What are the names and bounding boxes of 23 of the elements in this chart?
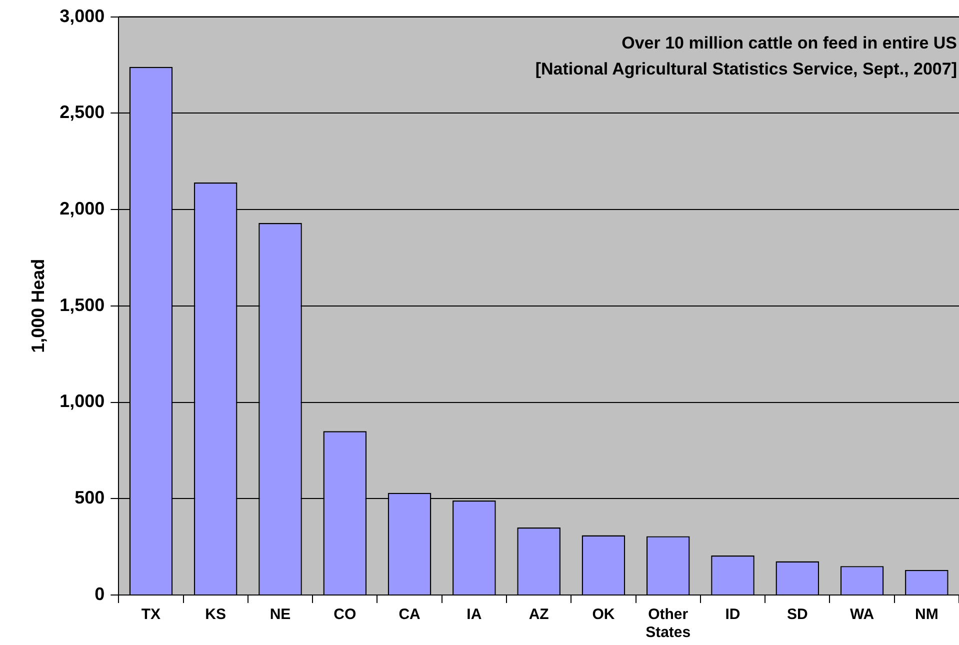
x-tick-label: OK: [592, 606, 615, 624]
x-tick-label: CA: [398, 606, 421, 624]
x-tick-label: WA: [850, 606, 874, 624]
x-tick-label: KS: [205, 606, 226, 624]
x-tick-label: NE: [270, 606, 291, 624]
annotation: Over 10 million cattle on feed in entire US: [622, 33, 957, 52]
x-tick-label: Other States: [646, 606, 691, 642]
x-tick-label: AZ: [528, 606, 549, 624]
x-tick-label: ID: [725, 606, 740, 624]
y-tick-label: 0: [94, 584, 105, 604]
annotation: [National Agricultural Statistics Service, Sept., 2007]: [535, 59, 957, 78]
y-tick-label: 2,500: [60, 102, 105, 122]
x-tick-label: IA: [466, 606, 482, 624]
x-tick-label: CO: [334, 606, 356, 624]
x-tick-label: SD: [786, 606, 808, 624]
y-tick-label: 3,000: [60, 6, 105, 26]
y-tick-label: 1,000: [60, 391, 105, 412]
y-tick-label: 2,000: [60, 198, 105, 218]
y-tick-label: 500: [74, 488, 105, 508]
x-tick-label: NM: [915, 606, 938, 624]
y-axis-title: 1,000 Head: [28, 258, 48, 353]
x-tick-label: TX: [141, 606, 161, 624]
y-tick-label: 1,500: [60, 294, 105, 315]
